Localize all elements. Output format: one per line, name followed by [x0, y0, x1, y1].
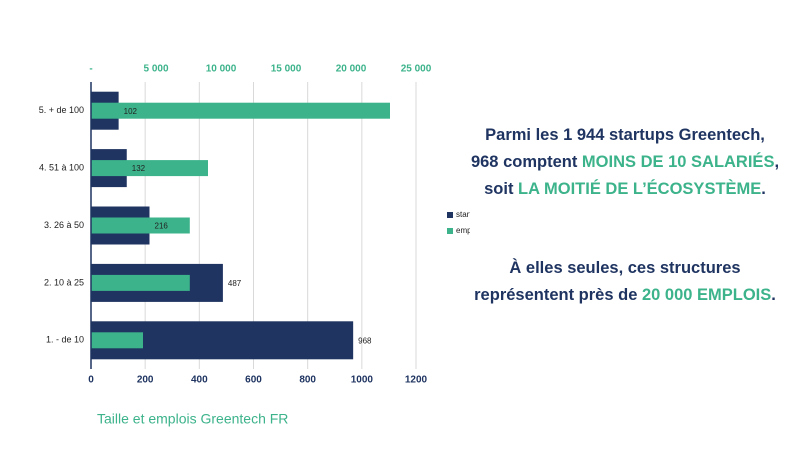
x-tick-label: 200 — [137, 375, 154, 386]
bar — [91, 217, 190, 234]
x-tick-label: 1200 — [405, 375, 428, 386]
y-tick-label: 2. 10 à 25 — [44, 277, 84, 287]
data-label: 216 — [155, 222, 169, 231]
x-tick-label: 800 — [299, 375, 316, 386]
legend-swatch — [447, 212, 453, 218]
legend-swatch — [447, 228, 453, 234]
bar — [91, 332, 143, 349]
x-tick-label: 0 — [88, 375, 94, 386]
x2-tick-label: 5 000 — [143, 64, 168, 75]
x2-tick-label: 10 000 — [206, 64, 237, 75]
text: , soit — [484, 153, 780, 198]
x2-tick-label: 15 000 — [271, 64, 302, 75]
paragraph: À elles seules, ces structures représent… — [470, 255, 780, 309]
x-tick-label: 1000 — [351, 375, 374, 386]
x2-tick-label: 25 000 — [401, 64, 432, 75]
text-block: Parmi les 1 944 startups Greentech, 968 … — [470, 122, 780, 361]
x-tick-label: 600 — [245, 375, 262, 386]
highlight-text: 20 000 EMPLOIS — [641, 286, 772, 304]
x2-tick-label: 20 000 — [336, 64, 367, 75]
y-tick-label: 1. - de 10 — [46, 335, 84, 345]
data-label: 132 — [132, 164, 146, 173]
legend-label: startups — [456, 210, 470, 219]
text: . — [761, 180, 766, 198]
data-label: 102 — [124, 107, 138, 116]
data-label: 968 — [358, 336, 372, 345]
x-tick-label: 400 — [191, 375, 208, 386]
text: . — [771, 286, 776, 304]
highlight-text: LA MOITIÉ DE L’ÉCOSYSTÈME — [518, 180, 762, 198]
paragraph: Parmi les 1 944 startups Greentech, 968 … — [470, 122, 780, 203]
legend-label: employés — [456, 226, 470, 235]
y-tick-label: 4. 51 à 100 — [39, 162, 84, 172]
bar — [91, 160, 208, 177]
caption: Taille et emplois Greentech FR — [97, 411, 288, 427]
y-tick-label: 5. + de 100 — [39, 105, 84, 115]
text: À elles seules, ces structures représent… — [474, 259, 741, 304]
chart: Taille et emplois Greentech FR 0 200 400 60… — [39, 64, 470, 427]
bar — [91, 102, 390, 119]
x2-tick-label: - — [89, 64, 92, 75]
bar — [91, 274, 190, 291]
y-tick-label: 3. 26 à 50 — [44, 220, 84, 230]
highlight-text: MOINS DE 10 SALARIÉS — [581, 153, 775, 171]
data-label: 487 — [228, 279, 242, 288]
text: Parmi les 1 944 startups Greentech, 968 … — [470, 126, 765, 171]
